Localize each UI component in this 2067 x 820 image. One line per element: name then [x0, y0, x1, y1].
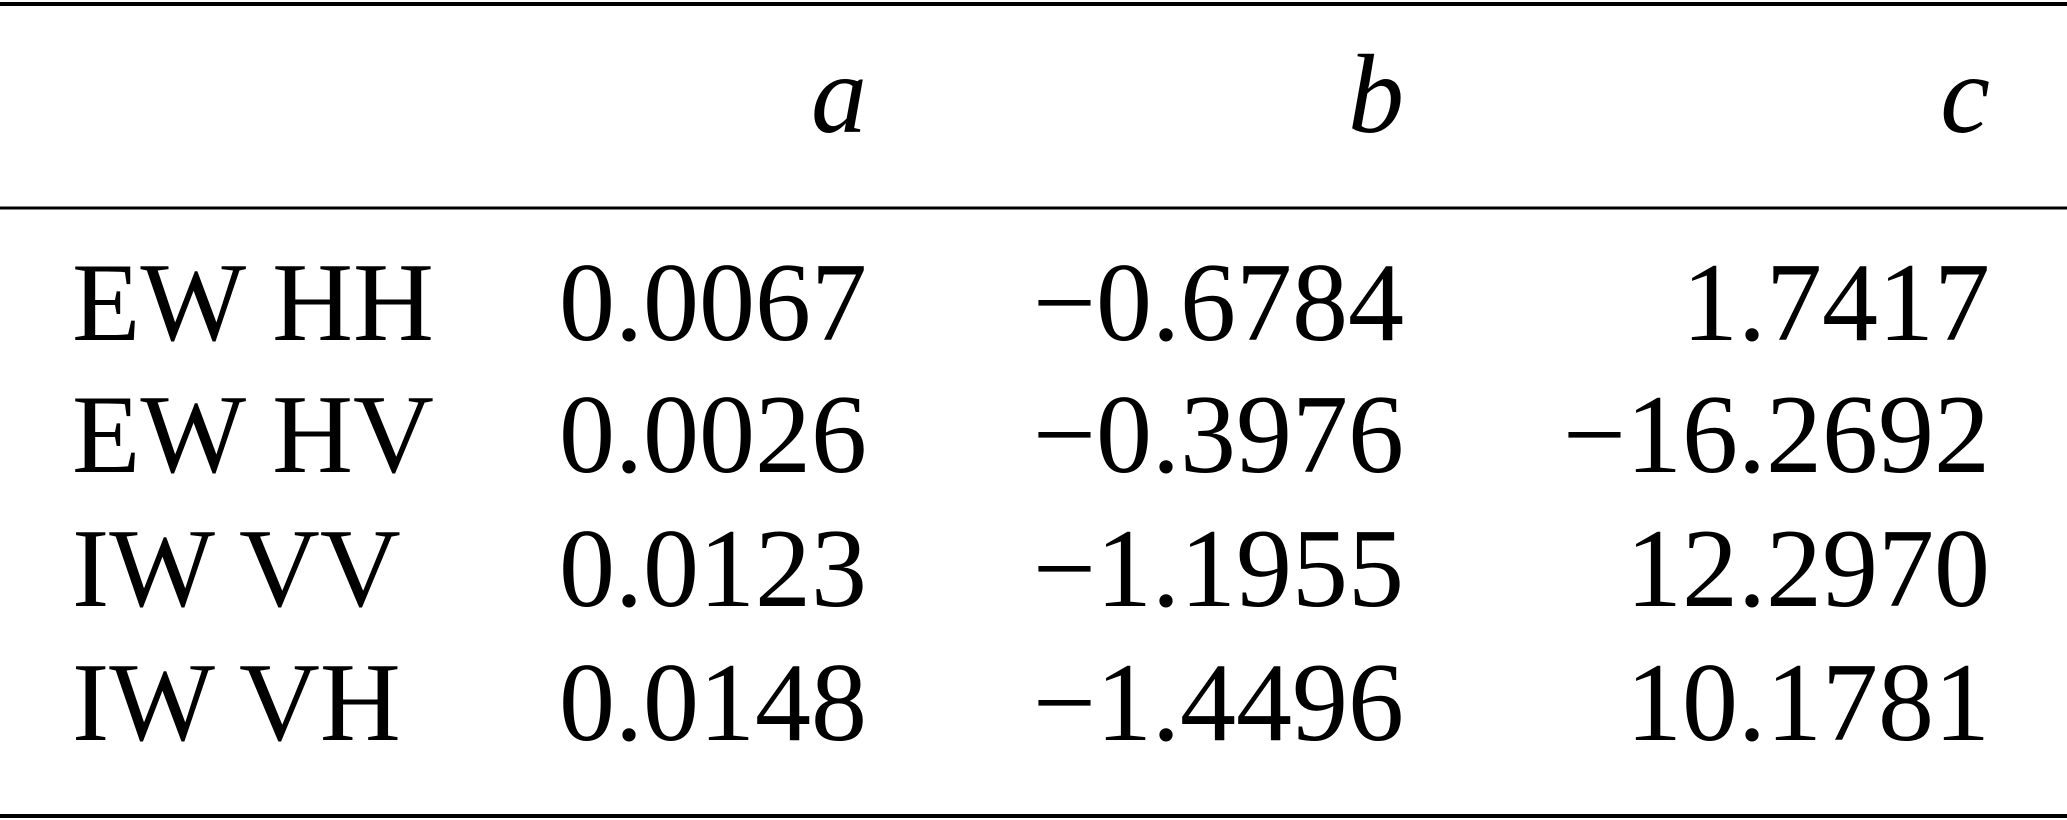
cell: 0.0026: [559, 373, 867, 497]
cell: −1.4496: [1033, 641, 1404, 765]
cell: 0.0123: [559, 507, 867, 631]
cell: 0.0067: [559, 241, 867, 365]
cell: −0.6784: [1033, 241, 1404, 365]
column-header: a: [811, 33, 867, 157]
cell: 0.0148: [559, 641, 867, 765]
row-label: IW VH: [72, 641, 401, 765]
row-label: IW VV: [72, 507, 401, 631]
cell: 10.1781: [1626, 641, 1990, 765]
cells: a b c EW HH 0.0067 −0.6784 1.7417 EW HV 0.0026 −0…: [72, 33, 1990, 765]
cell: 12.2970: [1626, 507, 1990, 631]
column-header: c: [1940, 33, 1990, 157]
cell: −0.3976: [1033, 373, 1404, 497]
cell: 1.7417: [1682, 241, 1990, 365]
row-label: EW HV: [72, 373, 434, 497]
row-label: EW HH: [72, 241, 434, 365]
cell: −1.1955: [1033, 507, 1404, 631]
column-header: b: [1348, 33, 1404, 157]
cell: −16.2692: [1563, 373, 1990, 497]
